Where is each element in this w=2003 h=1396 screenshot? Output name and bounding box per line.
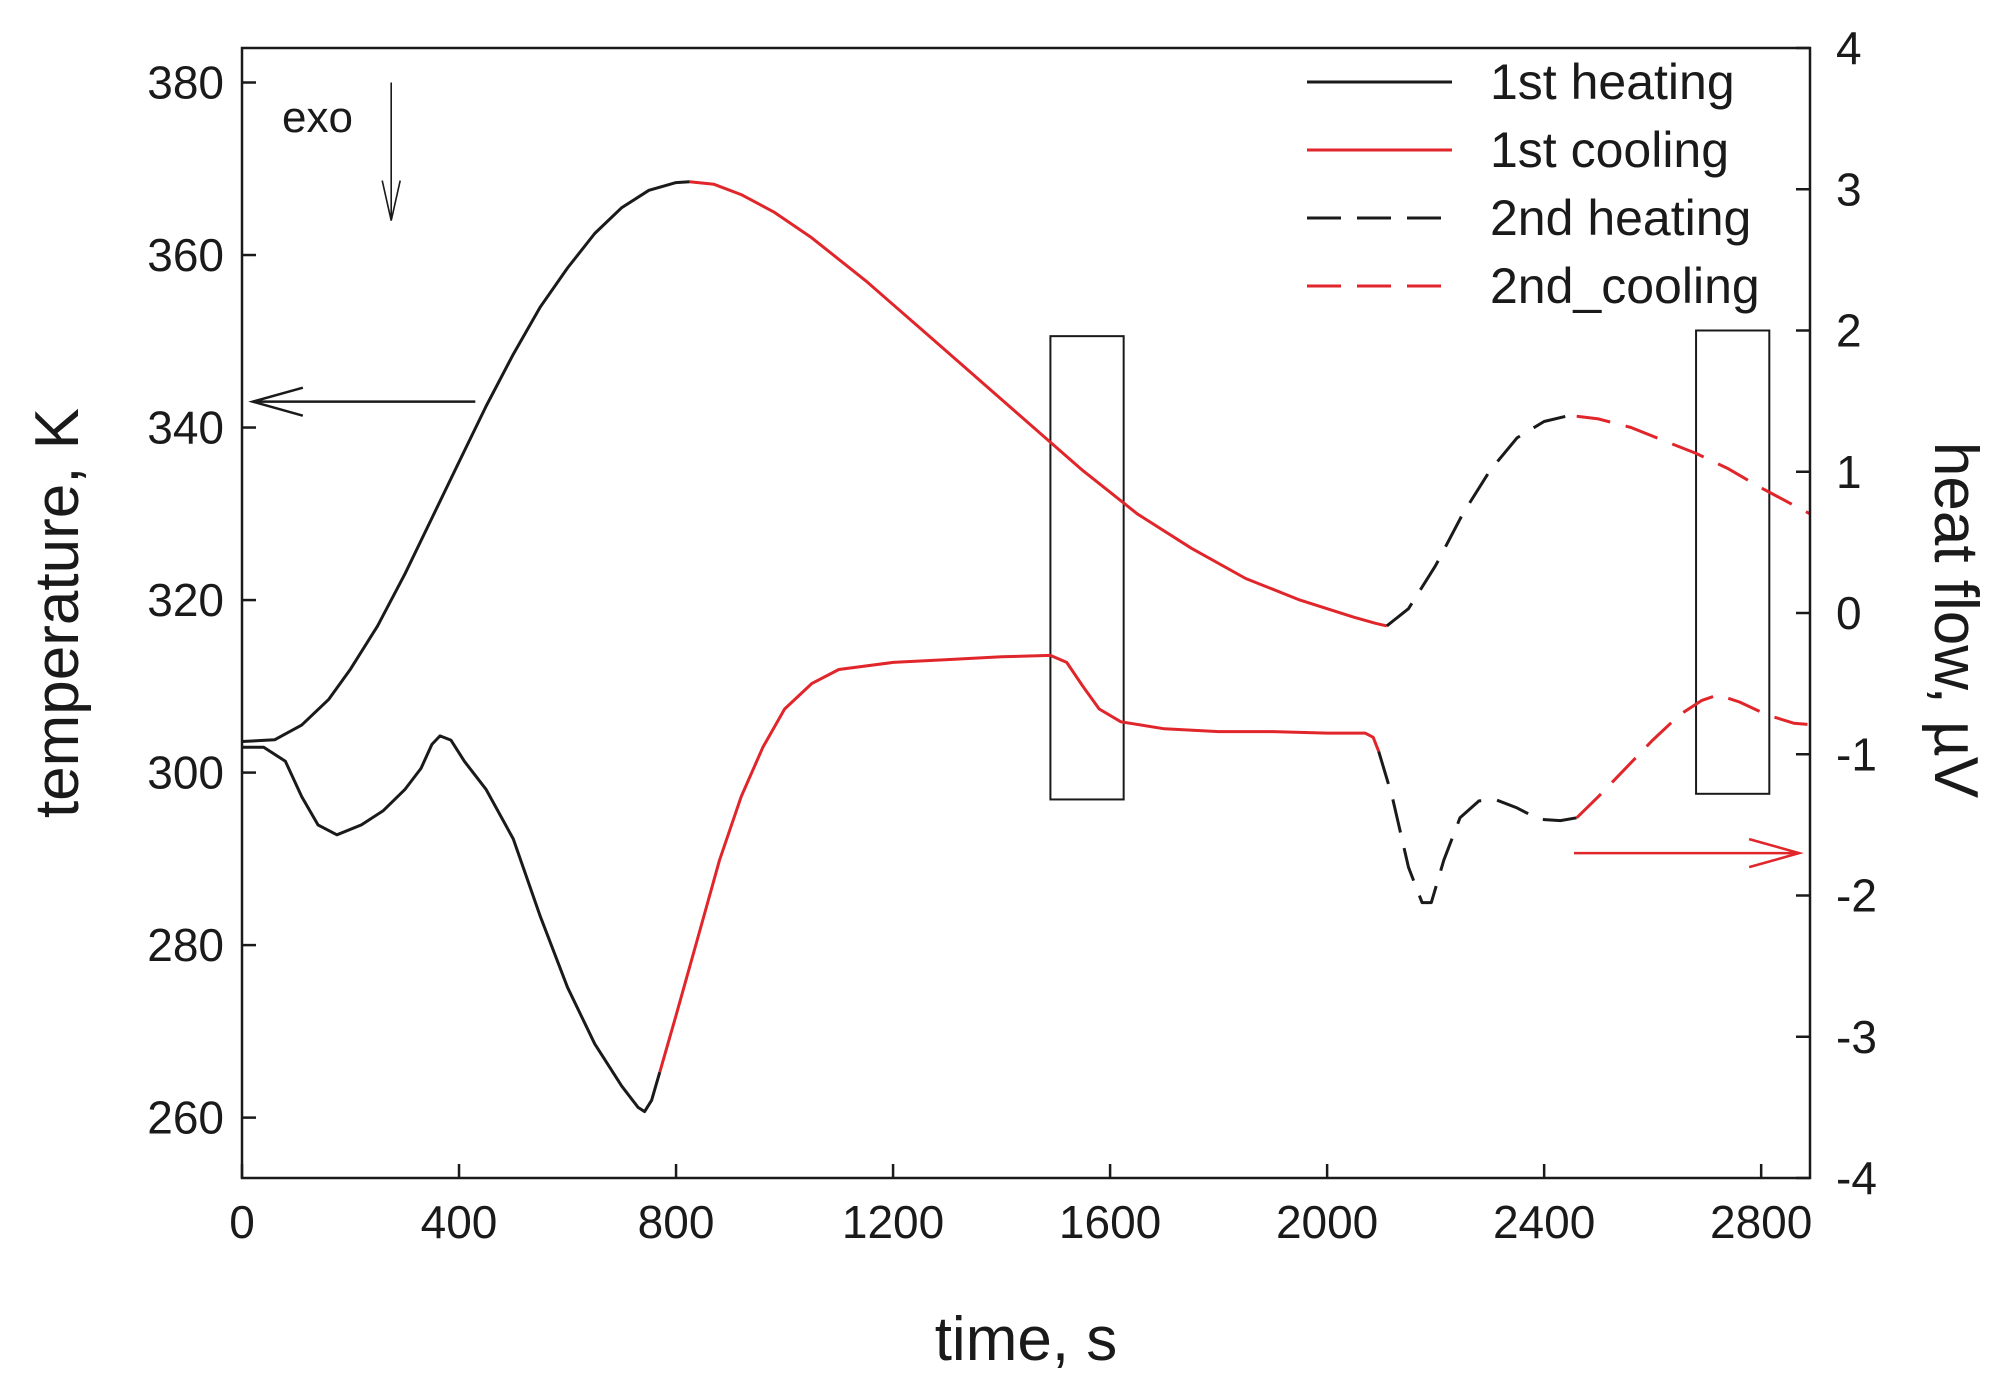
highlight-box-2 (1695, 329, 1771, 795)
series-line-1st-heating-temperature (241, 180, 690, 743)
y-right-axis-title: heat flow, µV (1921, 442, 1990, 799)
y-left-tick-label: 320 (147, 574, 224, 626)
y-right-tick-label: -1 (1836, 728, 1877, 780)
x-tick-label: 400 (421, 1196, 498, 1248)
legend-label-2nd-heating: 2nd heating (1490, 190, 1751, 246)
y-left-tick-label: 340 (147, 402, 224, 454)
series-line-1st-cooling-temperature (689, 180, 1388, 628)
y-left-tick-label: 380 (147, 57, 224, 109)
right-axis-arrow-head (1748, 837, 1804, 869)
exo-arrow-head (381, 180, 401, 221)
legend: 1st heating 1st cooling 2nd heating 2nd_coo… (1307, 54, 1760, 314)
series-line-2nd-heating-temperature (1385, 414, 1577, 628)
y-right-tick-label: -3 (1836, 1011, 1877, 1063)
x-tick-label: 1600 (1059, 1196, 1161, 1248)
x-tick-label: 2400 (1493, 1196, 1595, 1248)
y-left-tick-label: 260 (147, 1092, 224, 1144)
x-tick-label: 0 (229, 1196, 255, 1248)
series-line-1st-cooling-heat-flow (658, 653, 1381, 1073)
series-line-2nd-heating-heat-flow (1377, 750, 1577, 905)
y-left-axis-title: temperature, K (23, 408, 92, 818)
y-right-tick-label: -2 (1836, 870, 1877, 922)
legend-label-1st-cooling: 1st cooling (1490, 122, 1729, 178)
series-lines (241, 180, 1811, 1114)
highlight-boxes (1049, 329, 1771, 801)
axis-ticks: 0 400 800 1200 1600 2000 2400 28002602803003203… (147, 22, 1877, 1248)
x-axis-title: time, s (935, 1305, 1118, 1374)
x-tick-label: 2000 (1276, 1196, 1378, 1248)
y-left-tick-label: 360 (147, 229, 224, 281)
y-right-tick-label: 1 (1836, 446, 1862, 498)
series-line-2nd-cooling-temperature (1576, 414, 1811, 516)
x-tick-label: 800 (638, 1196, 715, 1248)
y-right-tick-label: 4 (1836, 22, 1862, 74)
y-left-tick-label: 300 (147, 747, 224, 799)
exo-label: exo (282, 93, 353, 142)
annotations: exo (248, 82, 1804, 869)
x-tick-label: 2800 (1710, 1196, 1812, 1248)
y-right-tick-label: -4 (1836, 1152, 1877, 1204)
series-line-1st-heating-heat-flow (242, 734, 662, 1114)
left-axis-arrow-head (248, 386, 304, 417)
y-right-tick-label: 2 (1836, 305, 1862, 357)
y-right-tick-label: 0 (1836, 587, 1862, 639)
x-tick-label: 1200 (842, 1196, 944, 1248)
y-left-tick-label: 280 (147, 919, 224, 971)
y-right-tick-label: 3 (1836, 163, 1862, 215)
legend-label-1st-heating: 1st heating (1490, 54, 1735, 110)
series-line-2nd-cooling-heat-flow (1575, 693, 1811, 819)
highlight-box-1 (1049, 335, 1125, 801)
legend-label-2nd-cooling: 2nd_cooling (1490, 258, 1760, 314)
